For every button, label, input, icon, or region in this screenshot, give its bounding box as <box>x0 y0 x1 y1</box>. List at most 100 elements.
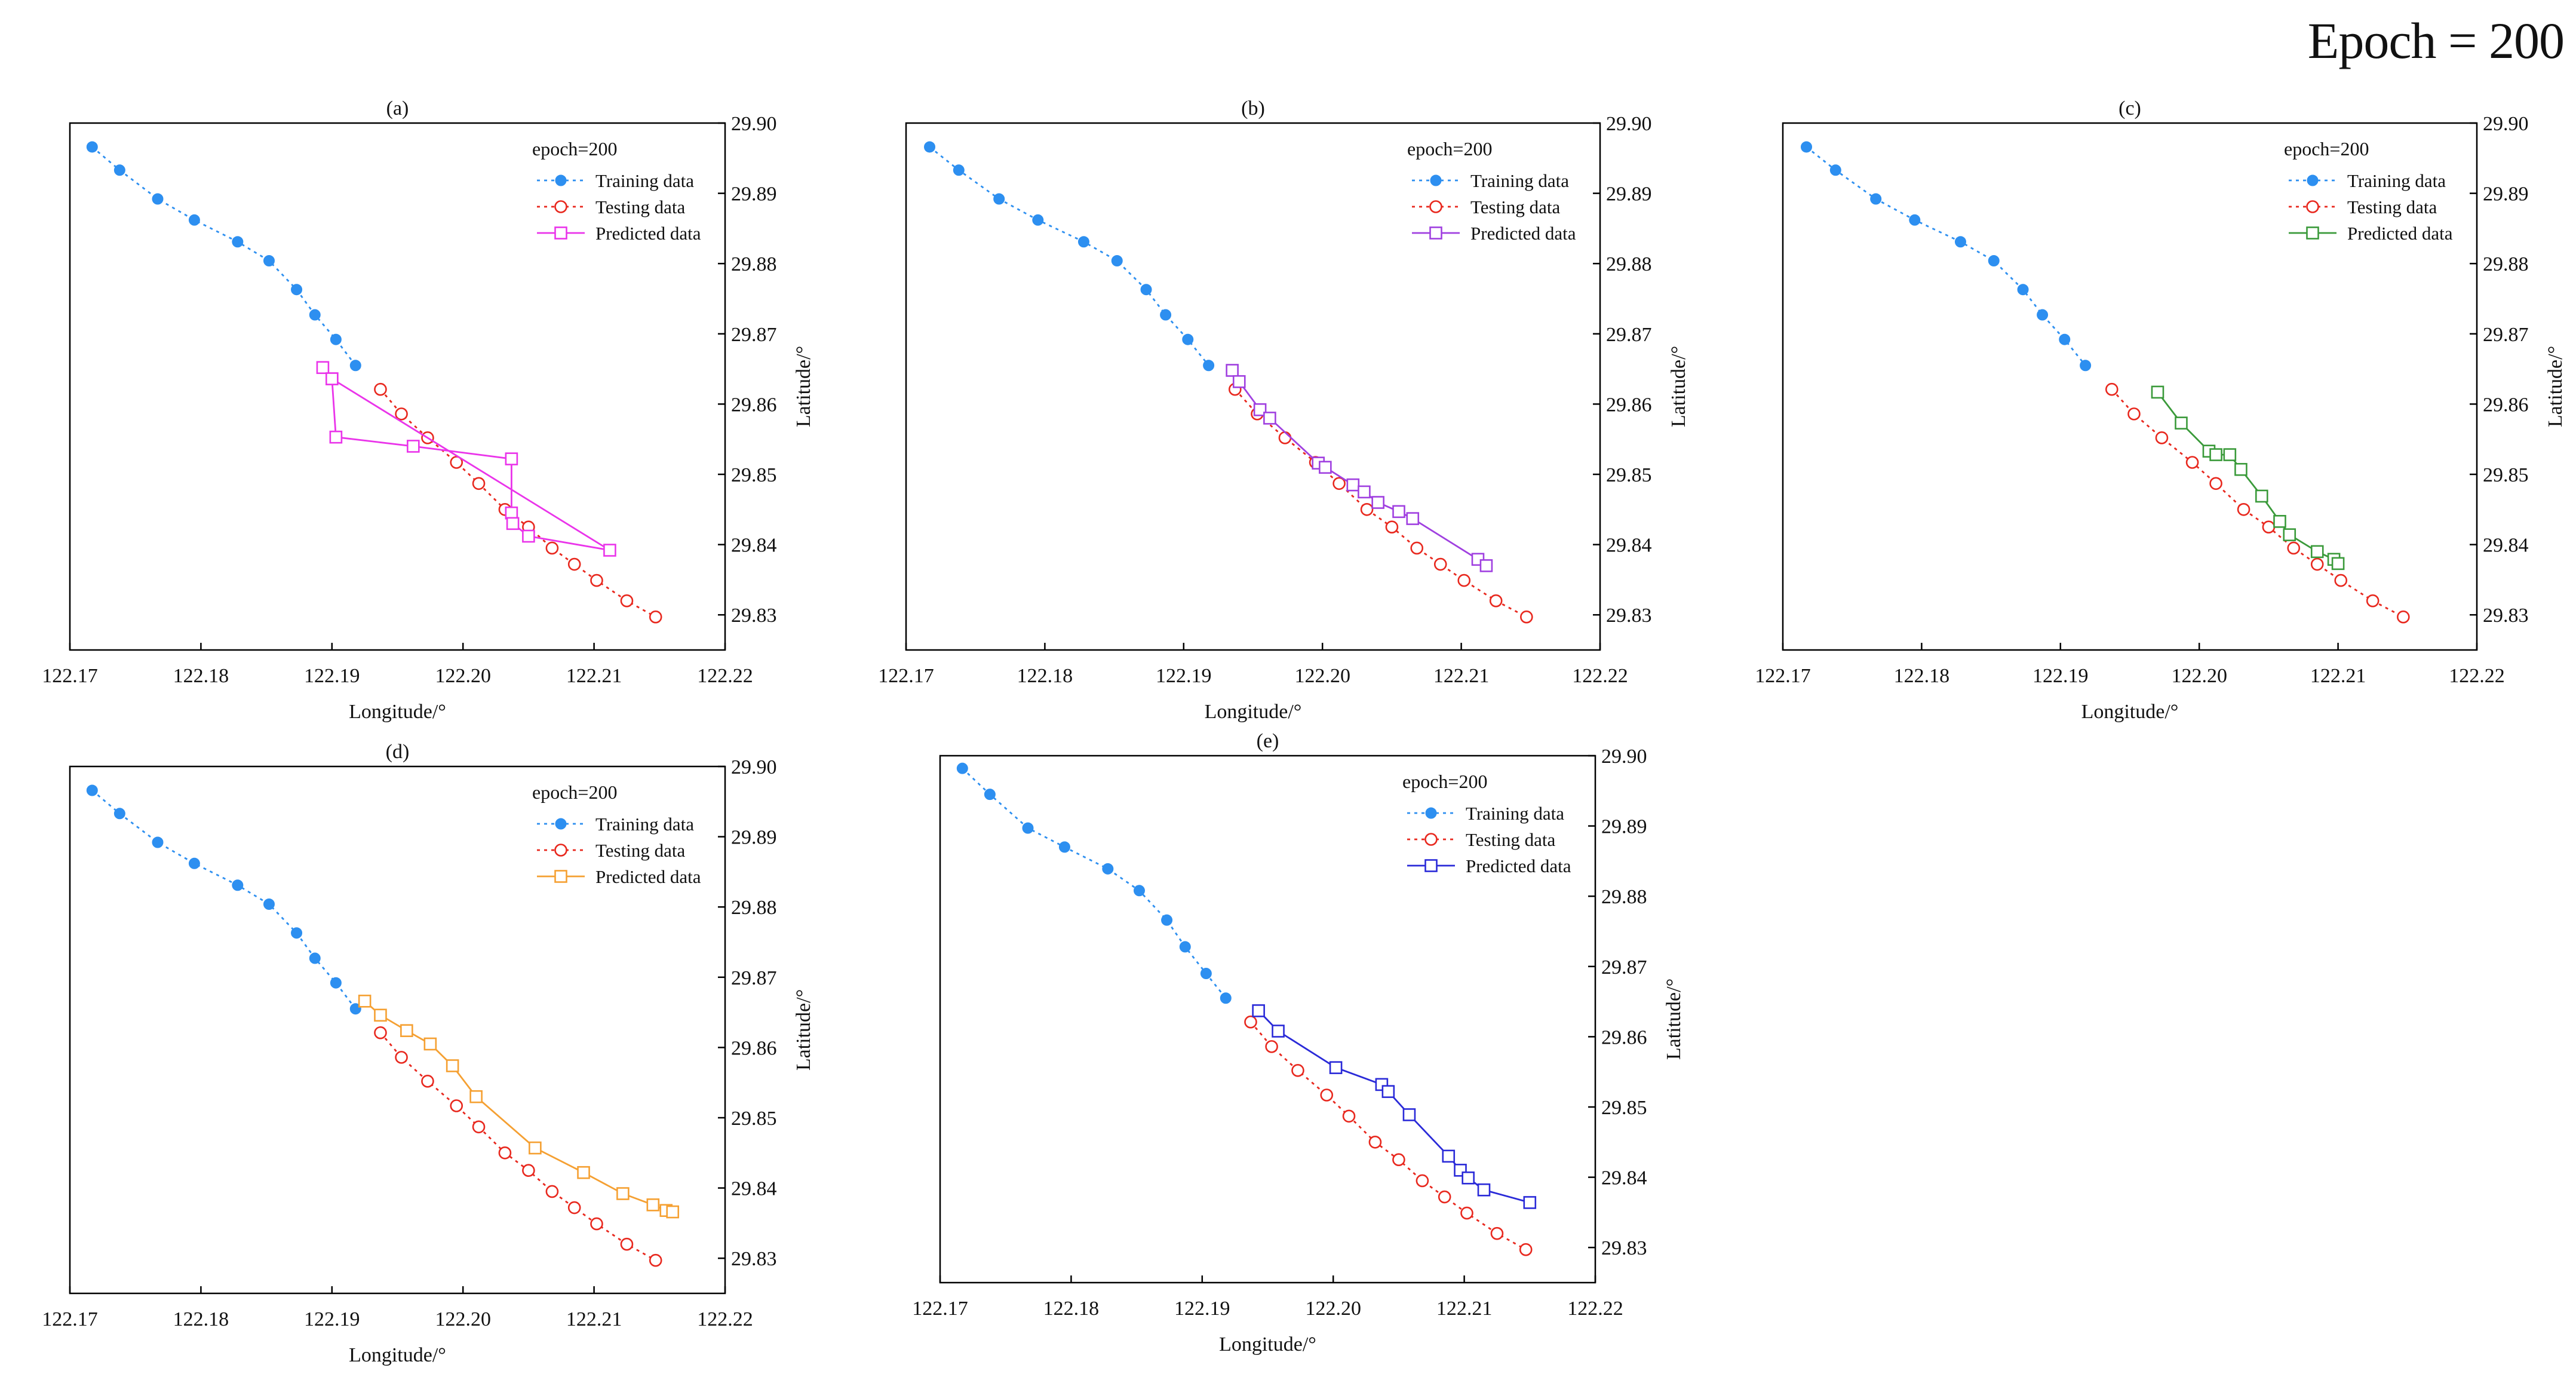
training-point <box>349 360 361 372</box>
testing-point <box>1433 557 1447 571</box>
training-point <box>349 1003 361 1015</box>
predicted-point <box>1402 1108 1416 1121</box>
testing-point <box>2185 456 2199 469</box>
training-point <box>953 164 965 176</box>
legend-label: Training data <box>1466 803 1564 824</box>
testing-point <box>1460 1206 1473 1220</box>
training-point <box>1032 214 1044 226</box>
chart-panel-a: 122.17 122.18 122.19 122.20 122.21 122.22 29.8… <box>42 97 815 723</box>
x-tick-label: 122.21 <box>566 1308 622 1330</box>
predicted-point <box>1442 1149 1456 1163</box>
predicted-point <box>374 1008 387 1022</box>
legend-label: Predicted data <box>2347 223 2453 244</box>
y-tick-label: 29.88 <box>1601 886 1647 908</box>
training-point <box>113 808 125 820</box>
legend-label: Testing data <box>1466 829 1555 850</box>
training-point <box>1200 968 1212 980</box>
training-point <box>1140 284 1152 296</box>
x-tick-label: 122.18 <box>1043 1298 1100 1320</box>
legend-marker <box>554 226 567 240</box>
training-point <box>113 164 125 176</box>
training-point <box>1111 254 1123 266</box>
legend-marker <box>1429 200 1442 213</box>
legend-label: Training data <box>1470 170 1569 191</box>
y-tick-label: 29.87 <box>1606 324 1652 346</box>
y-tick-label: 29.85 <box>1606 464 1652 486</box>
predicted-point <box>2255 489 2268 503</box>
x-tick-label: 122.18 <box>173 1308 229 1330</box>
training-point <box>330 333 342 345</box>
x-tick-label: 122.21 <box>566 665 622 687</box>
testing-point <box>421 1075 434 1088</box>
x-tick-label: 122.21 <box>1436 1298 1493 1320</box>
predicted-line <box>1258 1010 1530 1204</box>
y-axis-label: Latitude/° <box>2544 346 2566 427</box>
legend-marker <box>555 174 567 186</box>
predicted-point <box>1358 485 1371 499</box>
predicted-point <box>423 1037 437 1051</box>
legend-marker <box>2306 200 2319 213</box>
y-axis-label: Latitude/° <box>793 346 815 427</box>
testing-point <box>395 407 408 421</box>
training-point <box>993 193 1005 205</box>
predicted-point <box>505 506 518 520</box>
training-point <box>1220 992 1232 1004</box>
predicted-point <box>666 1205 680 1219</box>
testing-point <box>2155 431 2169 444</box>
x-tick-label: 122.22 <box>1567 1298 1623 1320</box>
predicted-point <box>529 1141 542 1155</box>
y-tick-label: 29.88 <box>2483 253 2529 275</box>
predicted-point <box>1479 559 1493 572</box>
testing-point <box>1278 431 1292 444</box>
testing-point <box>1244 1015 1257 1029</box>
training-point <box>309 952 321 964</box>
y-tick-label: 29.85 <box>2483 464 2529 486</box>
y-tick-label: 29.89 <box>2483 183 2529 206</box>
predicted-point <box>1329 1061 1343 1074</box>
training-point <box>263 254 275 266</box>
training-point <box>232 879 244 891</box>
legend-marker <box>1424 833 1438 846</box>
training-point <box>1160 309 1172 321</box>
testing-point <box>2262 520 2276 534</box>
predicted-point <box>1272 1025 1285 1038</box>
predicted-line <box>1231 370 1487 567</box>
predicted-point <box>2175 416 2188 430</box>
legend-title: epoch=200 <box>1402 771 1487 792</box>
testing-point <box>620 1237 634 1251</box>
legend-label: Training data <box>595 814 694 835</box>
x-tick-label: 122.22 <box>1572 665 1628 687</box>
x-tick-label: 122.17 <box>42 665 98 687</box>
training-point <box>1203 360 1215 372</box>
predicted-point <box>2223 448 2237 461</box>
predicted-point <box>358 994 371 1008</box>
x-tick-label: 122.22 <box>2449 665 2505 687</box>
legend-marker <box>555 818 567 830</box>
predicted-point <box>2209 448 2222 461</box>
y-tick-label: 29.90 <box>2483 113 2529 135</box>
testing-point <box>545 1185 559 1198</box>
training-point <box>1058 841 1070 853</box>
figure-title: Epoch = 200 <box>2307 12 2565 69</box>
x-tick-label: 122.21 <box>2310 665 2366 687</box>
predicted-point <box>522 529 535 543</box>
legend-label: Predicted data <box>1466 855 1571 876</box>
predicted-point <box>1253 403 1267 416</box>
x-tick-label: 122.19 <box>1174 1298 1230 1320</box>
legend-marker <box>554 844 567 857</box>
x-axis-label: Longitude/° <box>1205 701 1302 723</box>
y-tick-label: 29.83 <box>1606 605 1652 627</box>
testing-point <box>450 1099 463 1112</box>
predicted-point <box>2310 545 2324 559</box>
training-line <box>91 789 357 1010</box>
training-line <box>1806 146 2086 366</box>
x-tick-label: 122.19 <box>1156 665 1212 687</box>
testing-point <box>2366 594 2380 608</box>
panel-title: (b) <box>1241 97 1265 119</box>
legend-marker <box>1424 859 1438 872</box>
predicted-point <box>1406 512 1420 525</box>
testing-point <box>545 541 559 555</box>
training-point <box>1988 254 2000 266</box>
x-tick-label: 122.18 <box>1017 665 1073 687</box>
testing-point <box>1291 1064 1304 1077</box>
